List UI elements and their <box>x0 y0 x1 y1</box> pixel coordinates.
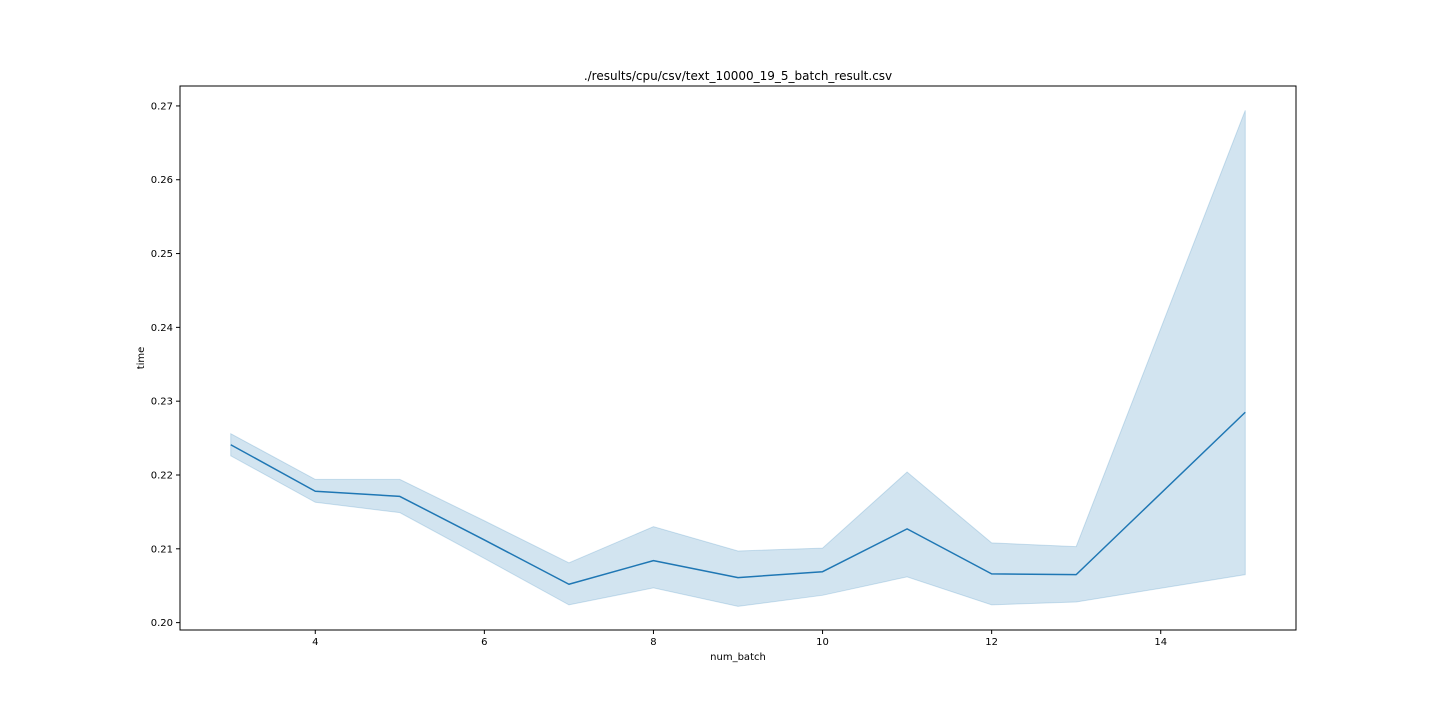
y-tick-label: 0.25 <box>151 249 173 260</box>
plot-area-frame <box>179 85 1297 631</box>
series-line-layer <box>230 411 1246 585</box>
y-tick-label: 0.24 <box>151 323 173 334</box>
confidence-band <box>230 110 1246 607</box>
y-tick-label: 0.27 <box>151 101 173 112</box>
series-line <box>230 411 1246 585</box>
x-tick-label: 4 <box>312 637 318 648</box>
x-tick-label: 12 <box>985 637 998 648</box>
x-axis: 4 6 8 10 12 14 <box>312 630 1167 648</box>
x-tick-label: 10 <box>816 637 829 648</box>
x-axis-label: num_batch <box>710 652 766 663</box>
chart-title: ./results/cpu/csv/text_10000_19_5_batch_… <box>584 69 892 83</box>
y-tick-label: 0.23 <box>151 397 173 408</box>
y-tick-label: 0.20 <box>151 618 173 629</box>
y-tick-label: 0.21 <box>151 544 173 555</box>
x-tick-label: 14 <box>1154 637 1167 648</box>
y-axis-label: time <box>136 347 147 370</box>
y-tick-label: 0.26 <box>151 175 173 186</box>
x-tick-label: 6 <box>481 637 487 648</box>
y-tick-label: 0.22 <box>151 470 173 481</box>
y-axis: 0.20 0.21 0.22 0.23 0.24 0.25 0.26 0.27 <box>151 101 180 629</box>
x-tick-label: 8 <box>650 637 656 648</box>
confidence-band-layer <box>230 110 1246 607</box>
